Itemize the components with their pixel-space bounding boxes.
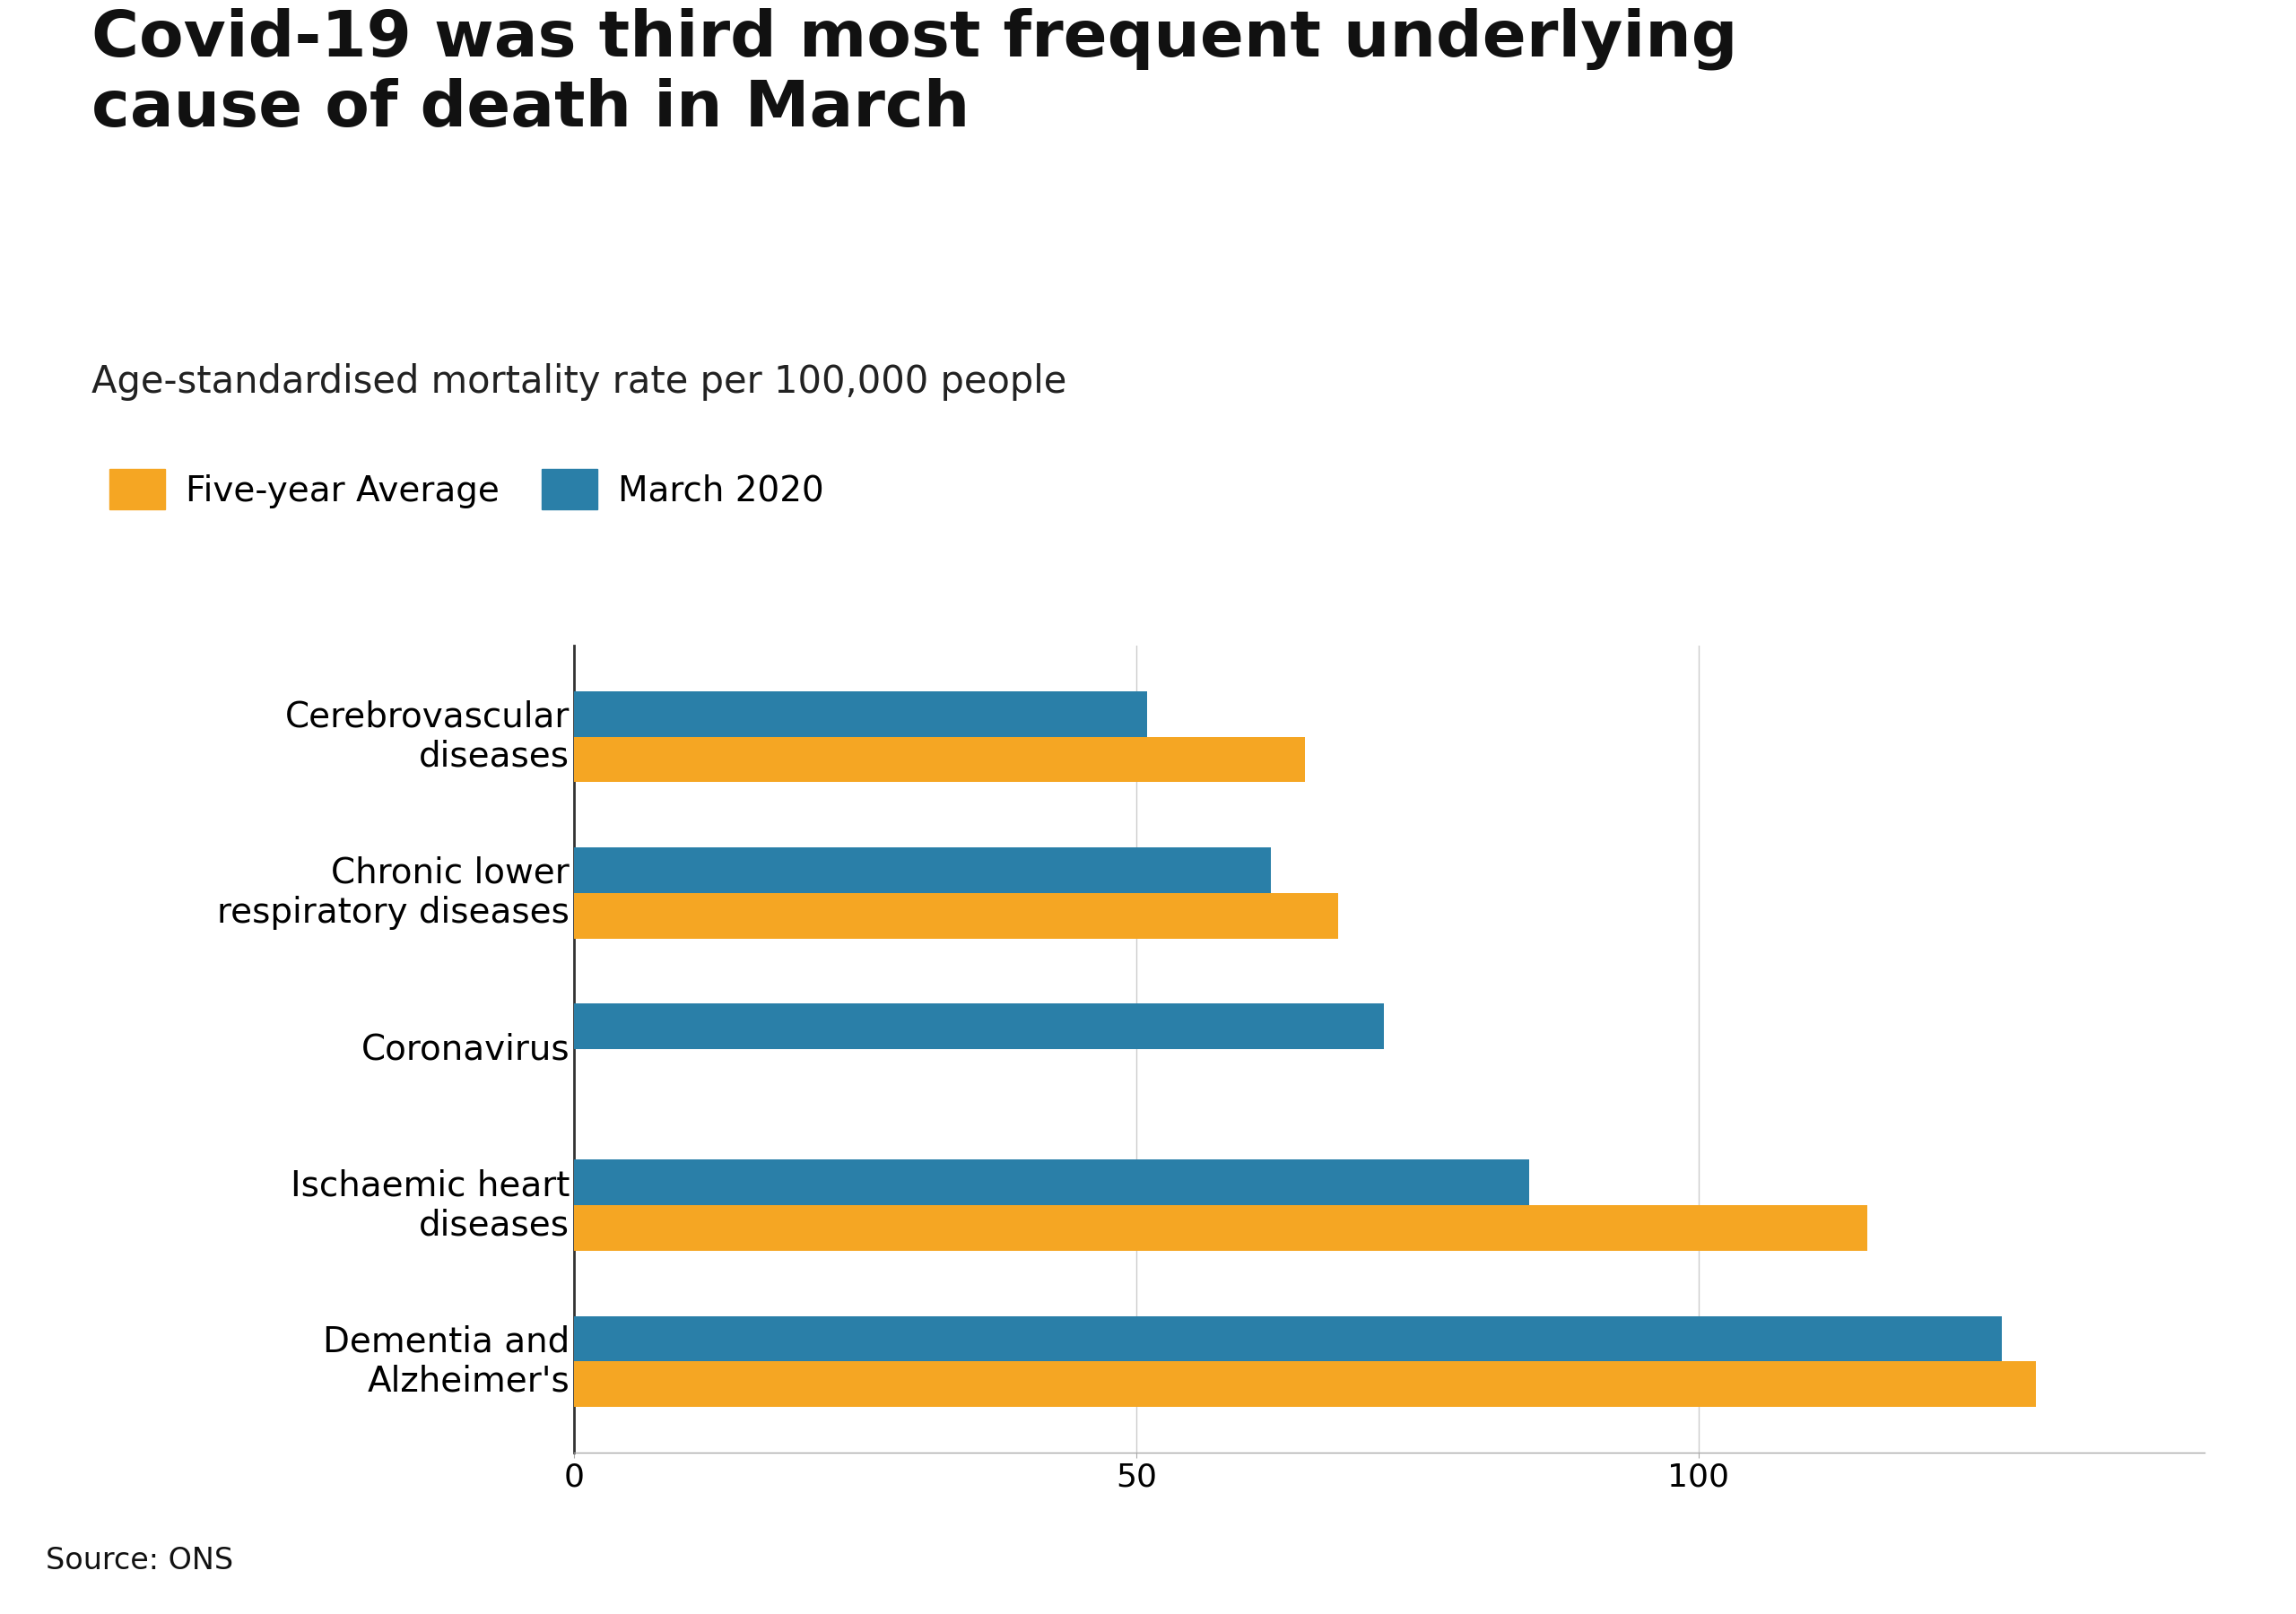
Bar	[574, 1315, 2002, 1362]
Text: Covid-19 was third most frequent underlying
cause of death in March: Covid-19 was third most frequent underly…	[92, 8, 1738, 139]
Text: BBC: BBC	[2119, 1546, 2193, 1575]
Text: Source: ONS: Source: ONS	[46, 1546, 234, 1575]
Bar	[574, 1004, 1384, 1049]
Text: Age-standardised mortality rate per 100,000 people: Age-standardised mortality rate per 100,…	[92, 363, 1068, 400]
Bar	[574, 1206, 1867, 1251]
Bar	[574, 736, 1304, 783]
Bar	[574, 691, 1148, 736]
Bar	[574, 893, 1339, 938]
Legend: Five-year Average, March 2020: Five-year Average, March 2020	[110, 470, 824, 510]
Bar	[574, 847, 1272, 893]
Bar	[574, 1362, 2037, 1407]
Bar	[574, 1160, 1529, 1206]
